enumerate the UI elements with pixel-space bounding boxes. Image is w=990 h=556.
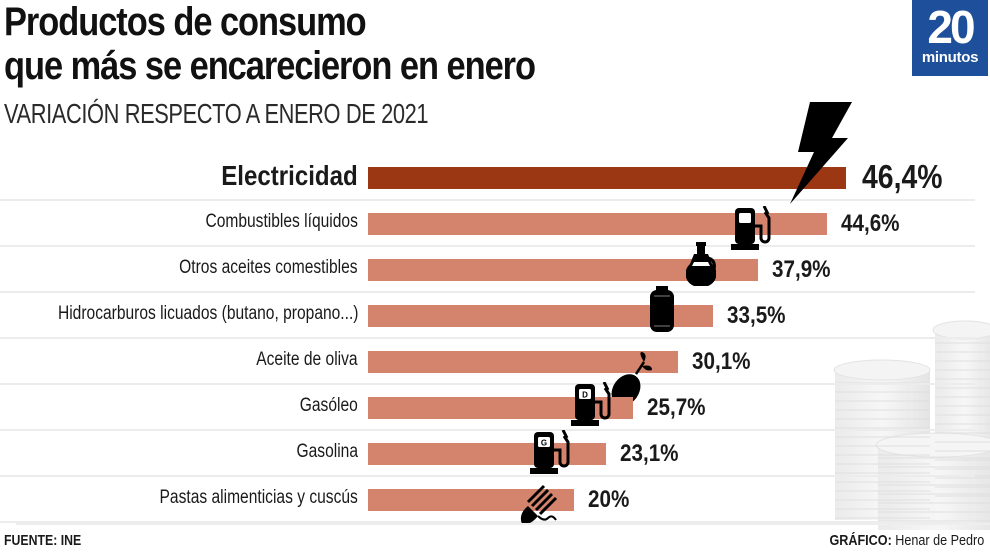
fuel-pump-icon [731, 205, 771, 255]
gasoline-pump-icon: G [529, 429, 570, 479]
title-line-1: Productos de consumo [4, 0, 367, 44]
category-label: Electricidad [221, 160, 358, 191]
bar [368, 397, 633, 419]
row-divider [0, 337, 975, 339]
lightning-icon [788, 102, 852, 209]
row-divider [0, 475, 975, 477]
row-divider [0, 429, 975, 431]
bar [368, 443, 606, 465]
bar-highlight [368, 167, 846, 189]
title-line-2: que más se encarecieron en enero [4, 44, 536, 88]
bar [368, 213, 828, 235]
value-label: 44,6% [841, 210, 900, 237]
row-divider [0, 291, 975, 293]
source-value: INE [60, 532, 82, 549]
category-label: Gasóleo [299, 395, 358, 416]
logo-number: 20 [927, 1, 975, 53]
20minutos-logo: 20 minutos [912, 0, 988, 76]
value-label: 23,1% [619, 440, 679, 467]
bar [368, 489, 574, 511]
bar [368, 305, 714, 327]
value-label: 20% [588, 486, 630, 513]
value-label: 25,7% [646, 394, 706, 421]
coins-background-image [833, 320, 990, 530]
diesel-pump-icon: D [570, 381, 611, 431]
category-label: Gasolina [296, 441, 359, 462]
value-label: 46,4% [861, 158, 943, 195]
value-label: 37,9% [772, 256, 831, 283]
bar [368, 259, 759, 281]
svg-text:D: D [582, 391, 588, 400]
chart-title: Productos de consumo que más se encareci… [4, 0, 536, 88]
category-label: Pastas alimenticias y cuscús [159, 487, 358, 508]
logo-word: minutos [921, 49, 979, 66]
oil-jar-icon [685, 242, 717, 293]
value-label: 33,5% [727, 302, 786, 329]
source-note: FUENTE: INE [4, 532, 81, 549]
chart-subtitle: VARIACIÓN RESPECTO A ENERO DE 2021 [4, 98, 429, 129]
credit-note: GRÁFICO: Henar de Pedro [829, 532, 984, 549]
gas-cylinder-icon [649, 286, 675, 337]
credit-value: Henar de Pedro [895, 532, 984, 549]
pasta-icon [518, 484, 562, 531]
category-label: Otros aceites comestibles [179, 257, 358, 278]
source-label: FUENTE: [4, 532, 58, 549]
value-label: 30,1% [692, 348, 751, 375]
footer-divider [16, 523, 990, 525]
category-label: Hidrocarburos licuados (butano, propano.… [57, 303, 358, 324]
row-divider [0, 199, 975, 201]
svg-text:G: G [541, 439, 547, 448]
row-divider [0, 521, 975, 523]
row-divider [0, 245, 975, 247]
category-label: Combustibles líquidos [205, 211, 358, 232]
row-divider [0, 383, 975, 385]
bar [368, 351, 679, 373]
credit-label: GRÁFICO: [829, 532, 892, 549]
category-label: Aceite de oliva [256, 349, 358, 370]
